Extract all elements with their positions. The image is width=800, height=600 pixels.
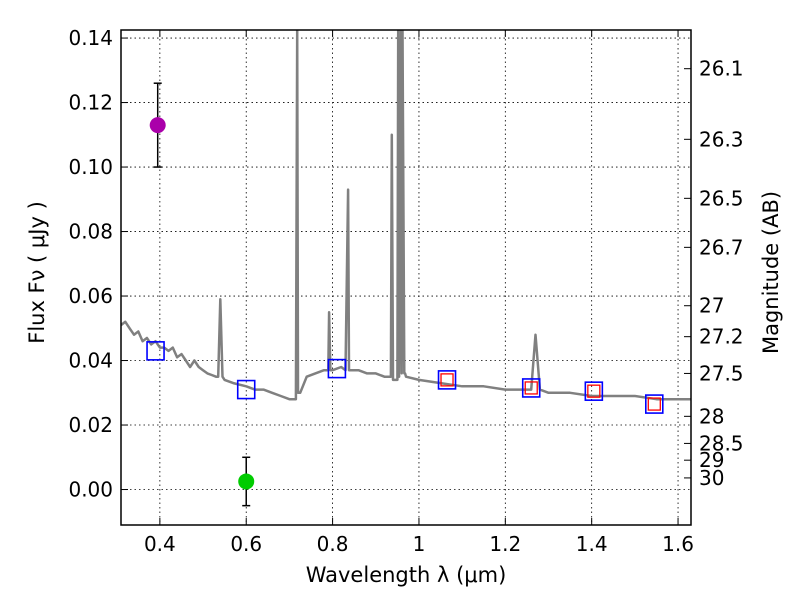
- x-tick-label: 1.4: [576, 532, 608, 556]
- model-photometry-square: [146, 341, 165, 361]
- y-axis-label: Flux Fν ( μJy ): [25, 201, 49, 344]
- model-photometry-square: [236, 379, 256, 400]
- y-tick-label: 0.02: [68, 413, 113, 437]
- right-tick-label: 30: [699, 466, 724, 490]
- observed-flux-point: [149, 117, 166, 134]
- right-tick-label: 26.7: [699, 235, 744, 259]
- model-photometry-square: [644, 394, 664, 414]
- x-tick-label: 0.4: [144, 532, 176, 556]
- right-tick-label: 27.5: [699, 361, 744, 385]
- x-tick-label: 1: [413, 532, 426, 556]
- right-tick-label: 29: [699, 448, 724, 472]
- y-tick-label: 0.14: [68, 26, 113, 50]
- right-tick-label: 28.5: [699, 431, 744, 455]
- photometry-square-inner: [647, 397, 661, 411]
- x-tick-label: 1.2: [489, 532, 521, 556]
- model-photometry-square: [327, 358, 347, 379]
- y-tick-label: 0.12: [68, 91, 113, 115]
- x-tick-label: 1.6: [662, 532, 694, 556]
- right-tick-label: 27: [699, 294, 724, 318]
- observed-flux-point: [238, 473, 255, 490]
- right-tick-label: 27.2: [699, 325, 744, 349]
- y-tick-label: 0.00: [68, 478, 113, 502]
- right-tick-label: 26.5: [699, 186, 744, 210]
- plot-frame: [120, 29, 692, 526]
- y-tick-label: 0.04: [68, 349, 113, 373]
- axis-ticks: 0.4 0.6 0.8 1 1.2 1.4 1.6 0.00 0.02 0.04 0.06 0.08 0…: [68, 26, 743, 556]
- plot-area: [121, 30, 691, 507]
- grid-lines: [121, 30, 691, 525]
- x-tick-label: 0.6: [230, 532, 262, 556]
- photometry-square-inner: [587, 384, 601, 398]
- right-tick-label: 26.1: [699, 57, 744, 81]
- photometry-square-inner: [440, 373, 454, 387]
- x-tick-label: 0.8: [317, 532, 349, 556]
- model-spectrum-line: [121, 30, 691, 401]
- x-axis-label: Wavelength λ (μm): [306, 563, 507, 587]
- model-photometry-square: [437, 370, 457, 390]
- y-tick-label: 0.08: [68, 220, 113, 244]
- right-tick-label: 26.3: [699, 127, 744, 151]
- right-tick-label: 28: [699, 404, 724, 428]
- model-photometry-square: [584, 381, 604, 401]
- model-photometry-square: [521, 378, 541, 398]
- photometry-square-inner: [524, 381, 538, 395]
- right-y-axis-label: Magnitude (AB): [759, 191, 783, 354]
- y-tick-label: 0.10: [68, 155, 113, 179]
- y-tick-label: 0.06: [68, 284, 113, 308]
